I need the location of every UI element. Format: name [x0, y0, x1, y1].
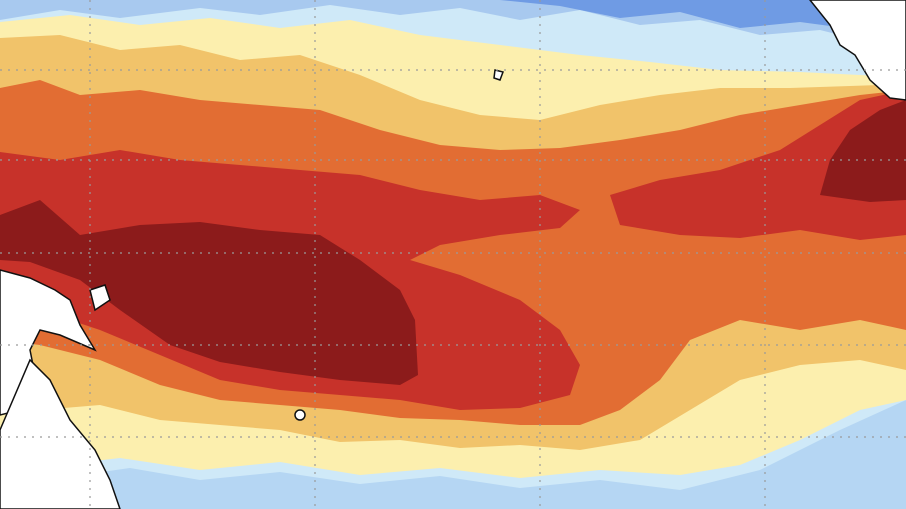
cold-south: [0, 400, 906, 509]
island: [294, 409, 306, 421]
hottest-region-east: [820, 100, 906, 202]
cold-north-deep: [500, 0, 906, 40]
island: [493, 69, 504, 81]
island: [89, 284, 111, 312]
north-america: [809, 0, 906, 101]
cold-north: [0, 0, 906, 60]
hottest-region-west: [0, 200, 418, 385]
hotter-region-east: [610, 90, 906, 240]
australia: [0, 358, 121, 509]
